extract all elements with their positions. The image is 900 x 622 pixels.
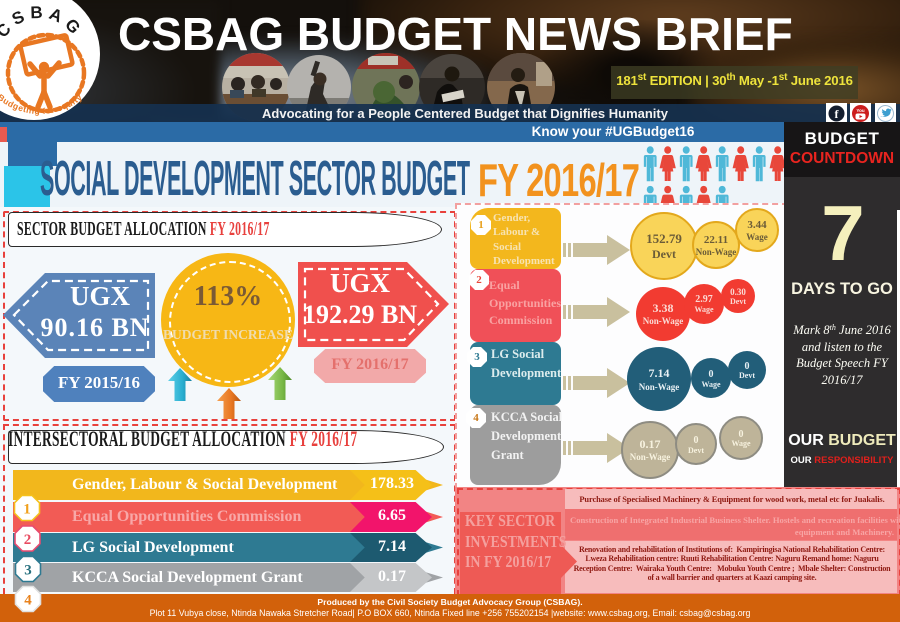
svg-text:0: 0 xyxy=(709,369,714,380)
svg-text:You: You xyxy=(856,108,864,113)
svg-text:0.17: 0.17 xyxy=(640,437,661,451)
svg-text:2.97: 2.97 xyxy=(695,294,713,305)
svg-text:0.30: 0.30 xyxy=(730,287,746,297)
svg-text:3: 3 xyxy=(24,563,32,579)
svg-text:Non-Wage: Non-Wage xyxy=(696,247,737,257)
svg-text:Devt: Devt xyxy=(652,247,676,261)
svg-text:1: 1 xyxy=(23,502,31,518)
svg-text:Devt: Devt xyxy=(739,371,755,380)
svg-text:Non-Wage: Non-Wage xyxy=(643,316,684,326)
svg-text:4: 4 xyxy=(24,593,32,609)
svg-text:3.44: 3.44 xyxy=(747,219,767,231)
svg-text:Wage: Wage xyxy=(701,380,721,389)
svg-text:Non-Wage: Non-Wage xyxy=(639,382,680,392)
svg-text:Non-Wage: Non-Wage xyxy=(630,452,671,462)
svg-text:0: 0 xyxy=(694,435,699,446)
svg-text:22.11: 22.11 xyxy=(704,234,728,246)
svg-text:Wage: Wage xyxy=(746,232,768,242)
svg-text:152.79: 152.79 xyxy=(646,231,682,246)
svg-text:Devt: Devt xyxy=(730,297,746,306)
svg-text:Wage: Wage xyxy=(694,305,714,314)
svg-text:Wage: Wage xyxy=(731,439,751,448)
svg-text:3.38: 3.38 xyxy=(653,301,674,315)
svg-text:Devt: Devt xyxy=(688,446,704,455)
svg-text:0: 0 xyxy=(739,429,744,440)
svg-text:f: f xyxy=(835,107,840,121)
svg-text:2: 2 xyxy=(24,532,32,548)
svg-text:0: 0 xyxy=(745,361,750,372)
svg-text:7.14: 7.14 xyxy=(649,366,670,380)
